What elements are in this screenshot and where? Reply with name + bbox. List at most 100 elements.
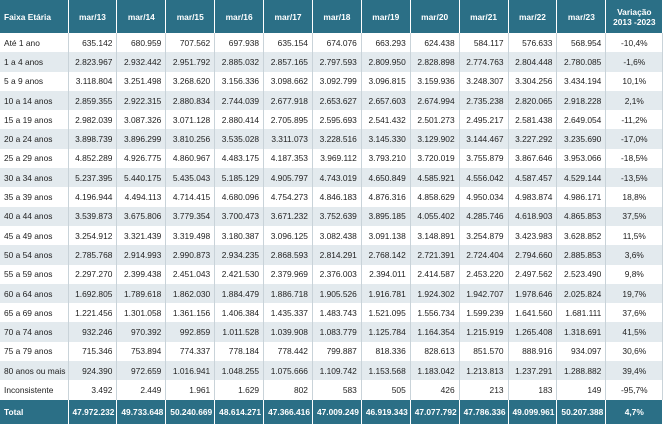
- total-cell: 47.077.792: [410, 399, 460, 424]
- total-cell: 48.614.271: [214, 399, 265, 424]
- value-cell: 2.649.054: [556, 110, 607, 130]
- value-cell: 4.983.874: [508, 187, 558, 207]
- value-cell: 4.650.849: [361, 168, 411, 188]
- header-cell: mar/16: [214, 0, 265, 33]
- total-cell: 4,7%: [605, 399, 663, 424]
- value-cell: -95,7%: [605, 380, 663, 400]
- value-cell: 2.497.562: [508, 264, 558, 284]
- value-cell: 3.867.646: [508, 148, 558, 169]
- value-cell: 2.399.438: [116, 264, 167, 284]
- value-cell: 3.087.326: [116, 110, 167, 130]
- table-row: 30 a 34 anos 5.237.395 5.440.175 5.435.043 5…: [0, 168, 663, 188]
- age-group: 35 a 39 anos: [0, 187, 69, 207]
- table-row: 20 a 24 anos 3.898.739 3.896.299 3.810.256 3…: [0, 129, 663, 149]
- value-cell: 2.414.587: [410, 264, 460, 284]
- value-cell: 4.196.944: [68, 187, 118, 207]
- value-cell: 39,4%: [605, 361, 663, 381]
- age-group: Inconsistente: [0, 380, 69, 400]
- value-cell: 1.213.813: [459, 361, 509, 381]
- value-cell: 624.438: [410, 33, 460, 53]
- total-cell: 47.972.232: [68, 399, 118, 424]
- value-cell: 576.633: [508, 33, 558, 53]
- table-row: 75 a 79 anos 715.346 753.894 774.337 778.184…: [0, 341, 663, 362]
- value-cell: 3.092.799: [312, 71, 362, 91]
- value-cell: 932.246: [68, 322, 118, 342]
- value-cell: 4.858.629: [410, 187, 460, 207]
- table-row: 10 a 14 anos 2.859.355 2.922.315 2.880.834 2…: [0, 90, 663, 111]
- value-cell: 3.227.292: [508, 129, 558, 149]
- value-cell: -10,4%: [605, 33, 663, 53]
- value-cell: 4.587.457: [508, 168, 558, 188]
- total-cell: 50.207.388: [556, 399, 607, 424]
- age-group: 20 a 24 anos: [0, 129, 69, 149]
- value-cell: 3.254.912: [68, 225, 118, 246]
- value-cell: 2.934.235: [214, 245, 265, 265]
- value-cell: 4.680.096: [214, 187, 265, 207]
- value-cell: 2.857.165: [263, 52, 313, 72]
- table-row: 80 anos ou mais 924.390 972.659 1.016.941 1.…: [0, 361, 663, 381]
- age-group: 15 a 19 anos: [0, 110, 69, 130]
- value-cell: 888.916: [508, 341, 558, 362]
- age-group: 75 a 79 anos: [0, 341, 69, 362]
- table-row: Até 1 ano 635.142 680.959 707.562 697.938 635…: [0, 33, 663, 53]
- value-cell: 2.495.217: [459, 110, 509, 130]
- value-cell: 213: [459, 380, 509, 400]
- value-cell: -13,5%: [605, 168, 663, 188]
- value-cell: 1.599.239: [459, 303, 509, 323]
- value-cell: 4.743.019: [312, 168, 362, 188]
- value-cell: 1.961: [165, 380, 216, 400]
- value-cell: 635.154: [263, 33, 313, 53]
- table-row: 70 a 74 anos 932.246 970.392 992.859 1.011.5…: [0, 322, 663, 342]
- value-cell: 1.556.734: [410, 303, 460, 323]
- value-cell: 4.585.921: [410, 168, 460, 188]
- age-group: 10 a 14 anos: [0, 90, 69, 111]
- age-group: 50 a 54 anos: [0, 245, 69, 265]
- table-row: Inconsistente 3.492 2.449 1.961 1.629 802 583 5…: [0, 380, 663, 400]
- value-cell: 1.265.408: [508, 322, 558, 342]
- value-cell: 1.884.479: [214, 283, 265, 304]
- value-cell: 3.311.073: [263, 129, 313, 149]
- total-cell: 50.240.669: [165, 399, 216, 424]
- header-cell: mar/21: [459, 0, 509, 33]
- value-cell: 3.898.739: [68, 129, 118, 149]
- value-cell: 3.675.806: [116, 206, 167, 226]
- header-cell: mar/15: [165, 0, 216, 33]
- value-cell: 2.780.085: [556, 52, 607, 72]
- value-cell: 4.846.183: [312, 187, 362, 207]
- value-cell: 3.118.804: [68, 71, 118, 91]
- value-cell: 2.721.391: [410, 245, 460, 265]
- age-group: 65 a 69 anos: [0, 303, 69, 323]
- table-row: 60 a 64 anos 1.692.805 1.789.618 1.862.030 1…: [0, 283, 663, 304]
- value-cell: 3.969.112: [312, 148, 362, 169]
- value-cell: 970.392: [116, 322, 167, 342]
- value-cell: 4.876.316: [361, 187, 411, 207]
- value-cell: 2.394.011: [361, 264, 411, 284]
- value-cell: 4.714.415: [165, 187, 216, 207]
- value-cell: -11,2%: [605, 110, 663, 130]
- value-cell: 3.539.873: [68, 206, 118, 226]
- value-cell: 2.918.228: [556, 90, 607, 111]
- value-cell: 1.916.781: [361, 283, 411, 304]
- value-cell: 1.075.666: [263, 361, 313, 381]
- value-cell: 37,6%: [605, 303, 663, 323]
- value-cell: 3.953.066: [556, 148, 607, 169]
- value-cell: 1.183.042: [410, 361, 460, 381]
- value-cell: 2.794.660: [508, 245, 558, 265]
- value-cell: 3.492: [68, 380, 118, 400]
- value-cell: 802: [263, 380, 313, 400]
- value-cell: 2.379.969: [263, 264, 313, 284]
- value-cell: 1.215.919: [459, 322, 509, 342]
- value-cell: 4.860.967: [165, 148, 216, 169]
- value-cell: 1.789.618: [116, 283, 167, 304]
- value-cell: 3.096.125: [263, 225, 313, 246]
- value-cell: 4.926.775: [116, 148, 167, 169]
- value-cell: 2.885.853: [556, 245, 607, 265]
- value-cell: 2.951.792: [165, 52, 216, 72]
- value-cell: 19,7%: [605, 283, 663, 304]
- value-cell: 774.337: [165, 341, 216, 362]
- value-cell: 41,5%: [605, 322, 663, 342]
- value-cell: 1.361.156: [165, 303, 216, 323]
- value-cell: 3.755.879: [459, 148, 509, 169]
- value-cell: 1.301.058: [116, 303, 167, 323]
- value-cell: 3.071.128: [165, 110, 216, 130]
